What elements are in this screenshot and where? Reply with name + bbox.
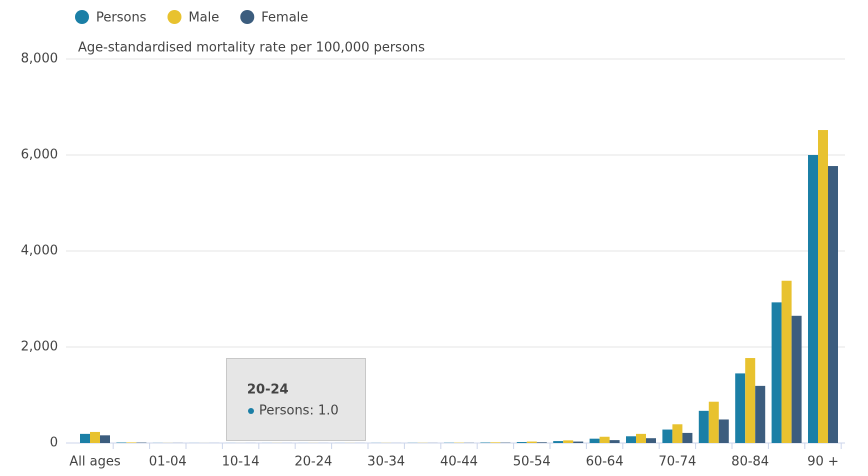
x-tick-label: All ages bbox=[69, 455, 120, 470]
bar bbox=[80, 433, 90, 443]
legend-label: Female bbox=[261, 11, 308, 26]
x-tick-label: 20-24 bbox=[295, 455, 333, 470]
tooltip-dot bbox=[248, 408, 254, 414]
bar bbox=[563, 440, 574, 443]
tooltip-title: 20-24 bbox=[247, 383, 289, 398]
bar bbox=[828, 166, 838, 444]
x-tick-label: 40-44 bbox=[440, 455, 478, 470]
bar bbox=[490, 442, 501, 443]
bar bbox=[589, 438, 600, 443]
bar bbox=[526, 441, 537, 443]
bar bbox=[682, 432, 693, 443]
bar bbox=[599, 436, 610, 443]
legend-label: Male bbox=[188, 11, 219, 26]
bar bbox=[609, 440, 620, 443]
bar bbox=[126, 442, 137, 443]
bar bbox=[646, 438, 656, 443]
bar bbox=[626, 436, 636, 443]
y-tick-label: 8,000 bbox=[21, 52, 58, 67]
bar bbox=[536, 442, 547, 443]
bar bbox=[553, 441, 564, 443]
x-tick-label: 50-54 bbox=[513, 455, 551, 470]
x-tick-label: 90 + bbox=[807, 455, 839, 470]
bar bbox=[808, 155, 818, 443]
x-tick-label: 80-84 bbox=[731, 455, 769, 470]
y-tick-label: 6,000 bbox=[21, 148, 58, 163]
bar bbox=[662, 429, 673, 443]
tooltip-box bbox=[226, 358, 366, 441]
bar bbox=[90, 431, 100, 443]
bar bbox=[718, 419, 729, 443]
bar bbox=[755, 385, 766, 443]
y-axis-label: Age-standardised mortality rate per 100,… bbox=[78, 41, 425, 56]
x-tick-label: 70-74 bbox=[659, 455, 697, 470]
y-tick-label: 2,000 bbox=[21, 340, 58, 355]
bar bbox=[516, 442, 527, 443]
y-tick-label: 4,000 bbox=[21, 244, 58, 259]
bar bbox=[745, 358, 756, 443]
bar bbox=[573, 441, 584, 443]
x-tick-label: 01-04 bbox=[149, 455, 187, 470]
bar bbox=[735, 373, 746, 443]
bar bbox=[771, 302, 782, 443]
legend-label: Persons bbox=[96, 11, 147, 26]
bar bbox=[100, 435, 110, 443]
tooltip-text: Persons: 1.0 bbox=[259, 404, 339, 419]
bar bbox=[636, 433, 646, 443]
legend-marker bbox=[75, 10, 89, 24]
bar bbox=[698, 410, 709, 443]
bar bbox=[672, 424, 683, 443]
bar bbox=[791, 315, 802, 443]
x-tick-label: 30-34 bbox=[367, 455, 405, 470]
x-tick-label: 10-14 bbox=[222, 455, 260, 470]
legend-marker bbox=[167, 10, 182, 24]
x-tick-label: 60-64 bbox=[586, 455, 624, 470]
legend-marker bbox=[240, 10, 255, 24]
bar bbox=[708, 401, 719, 443]
y-tick-label: 0 bbox=[50, 436, 58, 451]
bar bbox=[781, 280, 792, 443]
bar bbox=[818, 130, 828, 444]
